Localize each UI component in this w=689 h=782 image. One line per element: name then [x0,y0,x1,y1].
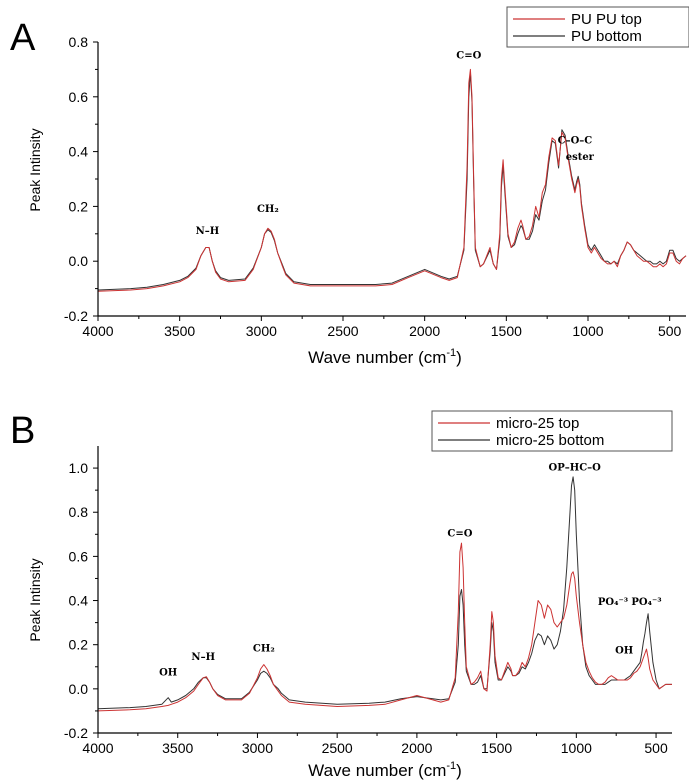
panel-letter: A [10,17,36,59]
panel-letter: B [10,410,35,452]
x-tick-label: 3000 [246,323,277,339]
x-tick-label: 1000 [572,323,603,339]
peak-annotation: OH [615,646,633,657]
y-tick-label: 0.8 [69,504,89,520]
legend-label: micro-25 top [496,415,579,432]
x-tick-label: 3000 [242,740,273,756]
x-tick-label: 3500 [164,323,195,339]
y-tick-label: 0.0 [69,681,89,697]
peak-annotation: ester [566,152,595,163]
y-tick-label: -0.2 [64,308,88,324]
x-tick-label: 3500 [162,740,193,756]
peak-annotation: CH₂ [257,204,279,215]
legend-label: PU PU top [571,11,642,28]
peak-annotation: N–H [196,226,220,237]
peak-annotation: CH₂ [253,643,275,654]
y-tick-label: -0.2 [64,725,88,741]
peak-annotation: PO₄⁻³ [631,597,661,608]
y-tick-label: 1.0 [69,460,89,476]
peak-annotation: C=O [456,50,481,61]
series-line [97,68,687,292]
peak-annotation: C–O–C [558,135,593,146]
panel-a: A Peak Intinsity Wave number (cm-1) 4000… [10,6,689,367]
legend-label: micro-25 bottom [496,432,604,449]
y-axis-title: Peak Intinsity [27,128,43,211]
x-axis-title: Wave number (cm-1) [308,760,462,780]
x-axis-title: Wave number (cm-1) [308,347,462,367]
series-line [97,71,687,291]
series-line [97,542,672,712]
y-tick-label: 0.2 [69,198,89,214]
legend-box [506,6,689,48]
legend-label: PU bottom [571,28,642,45]
legend-box [431,410,673,452]
panel-b: B Peak Intinsity Wave number (cm-1) 4000… [10,410,673,780]
x-tick-label: 1500 [481,740,512,756]
x-tick-label: 4000 [82,740,113,756]
y-tick-label: 0.2 [69,637,89,653]
x-tick-label: 2500 [327,323,358,339]
x-tick-label: 4000 [82,323,113,339]
y-axis-title: Peak Intinsity [27,558,43,641]
y-tick-label: 0.8 [69,34,89,50]
x-tick-label: 500 [658,323,682,339]
x-tick-label: 1000 [561,740,592,756]
y-tick-label: 0.0 [69,253,89,269]
peak-annotation: PO₄⁻³ [598,597,628,608]
peak-annotation: OP–HC–O [549,462,602,473]
peak-annotation: N–H [191,652,215,663]
y-tick-label: 0.6 [69,548,89,564]
x-tick-label: 2000 [409,323,440,339]
peak-annotation: OH [159,668,177,679]
x-tick-label: 2500 [322,740,353,756]
y-tick-label: 0.6 [69,89,89,105]
x-tick-label: 500 [644,740,668,756]
peak-annotation: C=O [447,529,472,540]
x-tick-label: 1500 [491,323,522,339]
x-tick-label: 2000 [401,740,432,756]
series-line [97,476,672,710]
y-tick-label: 0.4 [69,593,89,609]
y-tick-label: 0.4 [69,144,89,160]
